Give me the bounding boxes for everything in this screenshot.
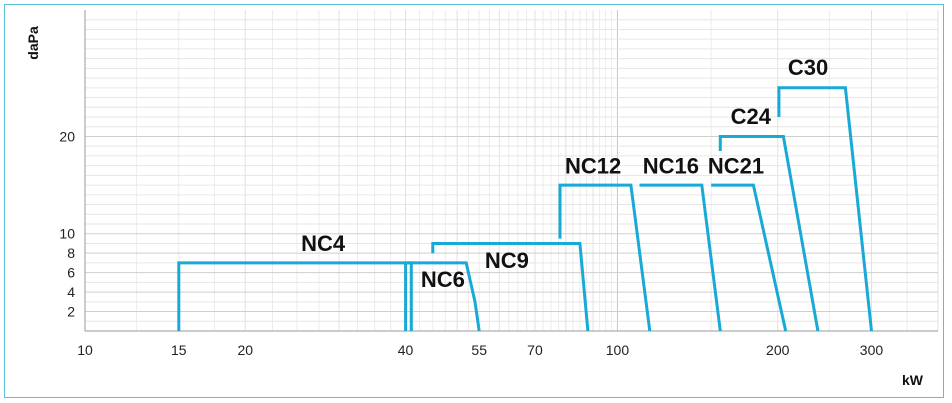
x-tick-label: 300 — [860, 342, 884, 358]
x-tick-label: 200 — [766, 342, 790, 358]
series-line-nc12 — [558, 183, 652, 332]
y-tick-label: 20 — [59, 128, 75, 144]
x-tick-label: 40 — [398, 342, 414, 358]
chart-frame: 10 15 20 40 55 70 100 200 300 2 4 6 8 10 20 NC4 NC6 NC9 N… — [4, 4, 944, 398]
x-tick-label: 20 — [237, 342, 253, 358]
x-axis-label: kW — [902, 372, 924, 388]
y-tick-label: 6 — [67, 265, 75, 281]
y-tick-label: 10 — [59, 226, 75, 242]
series-label-nc21: NC21 — [708, 153, 764, 178]
series-label-nc16: NC16 — [643, 153, 699, 178]
x-tick-label: 70 — [527, 342, 543, 358]
series-label-c30: C30 — [788, 55, 828, 80]
series-label-nc9: NC9 — [485, 248, 529, 273]
series-line-nc9 — [431, 242, 590, 332]
series-labels: NC4 NC6 NC9 NC12 NC16 NC21 C24 C30 — [301, 55, 828, 292]
series-label-nc4: NC4 — [301, 231, 346, 256]
y-axis-label: daPa — [25, 26, 41, 60]
axes: 10 15 20 40 55 70 100 200 300 2 4 6 8 10 20 — [59, 10, 938, 358]
x-tick-label: 100 — [606, 342, 630, 358]
series-line-nc21 — [711, 183, 788, 332]
x-tick-label: 55 — [471, 342, 487, 358]
series-lines — [177, 86, 873, 332]
series-line-nc4 — [177, 261, 413, 331]
y-tick-label: 2 — [67, 304, 75, 320]
x-tick-label: 15 — [171, 342, 187, 358]
series-line-nc6 — [404, 261, 481, 332]
y-tick-label: 4 — [67, 284, 75, 300]
y-tick-label: 8 — [67, 245, 75, 261]
x-tick-label: 10 — [77, 342, 93, 358]
series-label-nc6: NC6 — [421, 267, 465, 292]
grid — [84, 10, 939, 331]
series-label-nc12: NC12 — [565, 153, 621, 178]
series-line-c30 — [777, 86, 873, 332]
series-line-c24 — [718, 135, 820, 332]
series-label-c24: C24 — [731, 104, 772, 129]
series-line-nc16 — [639, 183, 722, 332]
